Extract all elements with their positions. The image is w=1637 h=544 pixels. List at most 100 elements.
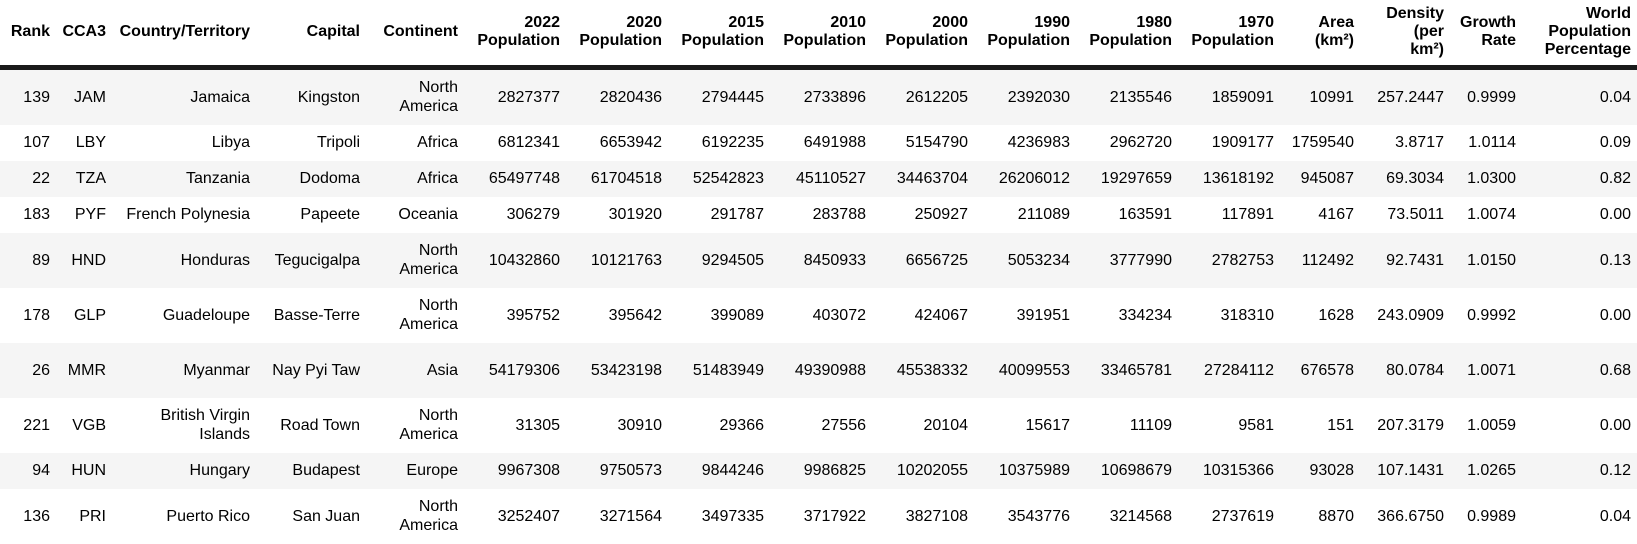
table-cell: 0.9989 (1450, 488, 1522, 544)
table-cell: 301920 (566, 196, 668, 233)
table-cell: 1628 (1280, 287, 1360, 343)
column-header-text: Population (579, 32, 662, 50)
table-cell: 8870 (1280, 488, 1360, 544)
table-row: 89 HND Honduras Tegucigalpa North America 104… (0, 232, 1637, 288)
column-header-text: Population (1548, 23, 1631, 41)
table-cell: 139 (0, 67, 56, 125)
column-header-text: (per (1413, 23, 1444, 41)
table-cell: HND (56, 232, 112, 288)
table-cell: 3777990 (1076, 232, 1178, 288)
table-cell: Tripoli (256, 124, 366, 161)
table-cell: 0.04 (1522, 67, 1637, 125)
table-cell: 0.68 (1522, 342, 1637, 398)
column-header-text: World (1585, 5, 1631, 23)
table-cell: 9986825 (770, 452, 872, 489)
table-cell: 10991 (1280, 67, 1360, 125)
column-header: 1970 Population (1178, 0, 1280, 70)
table-cell: 676578 (1280, 342, 1360, 398)
table-cell: 250927 (872, 196, 974, 233)
column-header-text: Population (477, 32, 560, 50)
table-cell: 399089 (668, 287, 770, 343)
table-cell: 0.82 (1522, 160, 1637, 197)
table-cell: LBY (56, 124, 112, 161)
table-cell: Tegucigalpa (256, 232, 366, 288)
table-cell: 26206012 (974, 160, 1076, 197)
table-cell: HUN (56, 452, 112, 489)
table-cell: 3497335 (668, 488, 770, 544)
table-cell: 10202055 (872, 452, 974, 489)
table-cell: 4167 (1280, 196, 1360, 233)
table-cell: Dodoma (256, 160, 366, 197)
column-header: 2015 Population (668, 0, 770, 70)
table-row: 139 JAM Jamaica Kingston North America 282737… (0, 67, 1637, 125)
table-cell: British Virgin Islands (112, 397, 256, 453)
table-cell: 6192235 (668, 124, 770, 161)
column-header: Area (km²) (1280, 0, 1360, 70)
table-cell: 40099553 (974, 342, 1076, 398)
table-cell: 5154790 (872, 124, 974, 161)
table-cell: 53423198 (566, 342, 668, 398)
table-cell: 15617 (974, 397, 1076, 453)
table-cell: Basse-Terre (256, 287, 366, 343)
table-cell: 52542823 (668, 160, 770, 197)
table-cell: 391951 (974, 287, 1076, 343)
table-cell: 27284112 (1178, 342, 1280, 398)
table-cell: 1859091 (1178, 67, 1280, 125)
table-cell: 0.00 (1522, 196, 1637, 233)
table-cell: 366.6750 (1360, 488, 1450, 544)
column-header-text: Population (1089, 32, 1172, 50)
table-cell: 221 (0, 397, 56, 453)
column-header-text: Continent (383, 23, 458, 41)
table-cell: TZA (56, 160, 112, 197)
table-cell: North America (366, 397, 464, 453)
column-header-text: Area (1318, 14, 1354, 32)
table-cell: 136 (0, 488, 56, 544)
table-cell: Libya (112, 124, 256, 161)
table-cell: 2782753 (1178, 232, 1280, 288)
column-header-text: Rate (1481, 32, 1516, 50)
column-header-text: 2020 (626, 14, 662, 32)
column-header: 2022 Population (464, 0, 566, 70)
table-cell: 183 (0, 196, 56, 233)
table-cell: 8450933 (770, 232, 872, 288)
table-cell: 30910 (566, 397, 668, 453)
table-cell: 26 (0, 342, 56, 398)
table-cell: 61704518 (566, 160, 668, 197)
table-cell: 10315366 (1178, 452, 1280, 489)
column-header-text: Country/Territory (119, 23, 250, 41)
table-row: 183 PYF French Polynesia Papeete Oceania 3062… (0, 196, 1637, 233)
table-row: 221 VGB British Virgin Islands Road Town Nor… (0, 397, 1637, 453)
table-cell: 0.12 (1522, 452, 1637, 489)
table-cell: 1.0114 (1450, 124, 1522, 161)
column-header-text: Percentage (1544, 41, 1631, 59)
table-cell: 9294505 (668, 232, 770, 288)
table-cell: 49390988 (770, 342, 872, 398)
column-header-text: 1980 (1136, 14, 1172, 32)
table-cell: Papeete (256, 196, 366, 233)
table-cell: 27556 (770, 397, 872, 453)
table-cell: 112492 (1280, 232, 1360, 288)
table-cell: Africa (366, 124, 464, 161)
table-cell: 34463704 (872, 160, 974, 197)
table-cell: 107.1431 (1360, 452, 1450, 489)
table-body: 139 JAM Jamaica Kingston North America 282737… (0, 67, 1637, 544)
table-cell: 10375989 (974, 452, 1076, 489)
column-header-text: 1990 (1034, 14, 1070, 32)
table-cell: 424067 (872, 287, 974, 343)
table-cell: 65497748 (464, 160, 566, 197)
table-cell: North America (366, 488, 464, 544)
table-cell: 0.13 (1522, 232, 1637, 288)
table-cell: PRI (56, 488, 112, 544)
column-header: CCA3 (56, 0, 112, 70)
table-cell: Hungary (112, 452, 256, 489)
table-cell: 51483949 (668, 342, 770, 398)
table-cell: Oceania (366, 196, 464, 233)
table-cell: 334234 (1076, 287, 1178, 343)
table-cell: 4236983 (974, 124, 1076, 161)
table-cell: Budapest (256, 452, 366, 489)
table-cell: 107 (0, 124, 56, 161)
table-cell: 93028 (1280, 452, 1360, 489)
table-cell: 13618192 (1178, 160, 1280, 197)
table-cell: 1909177 (1178, 124, 1280, 161)
table-cell: 9581 (1178, 397, 1280, 453)
